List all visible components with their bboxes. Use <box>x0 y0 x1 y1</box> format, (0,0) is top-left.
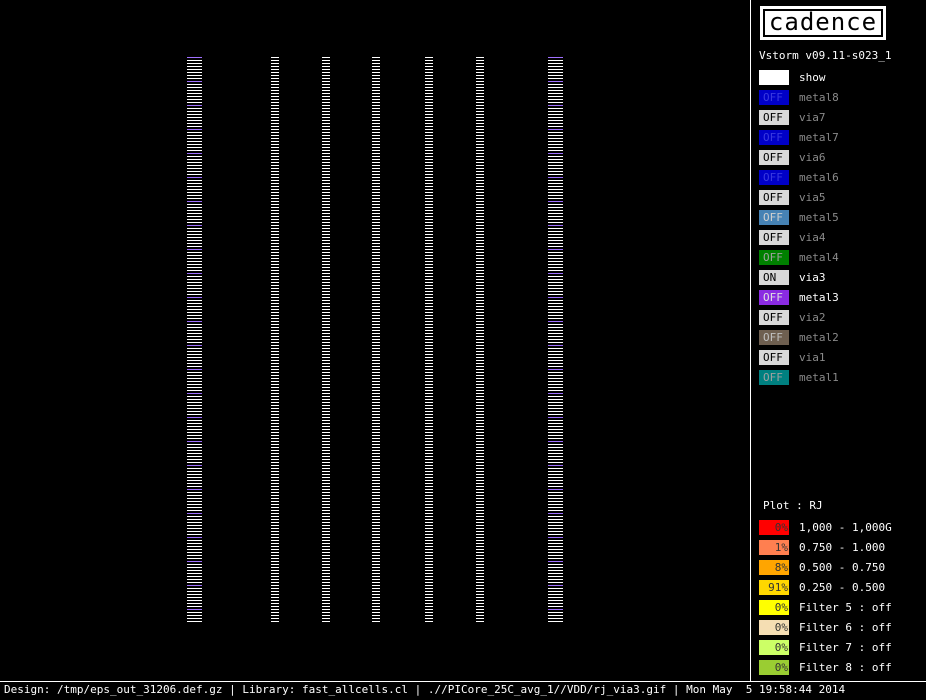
layer-swatch[interactable] <box>759 330 789 345</box>
status-bar: Design: /tmp/eps_out_31206.def.gz | Libr… <box>4 683 845 696</box>
layer-swatch[interactable] <box>759 290 789 305</box>
layer-name: metal1 <box>799 371 839 384</box>
layer-swatch[interactable] <box>759 90 789 105</box>
legend-swatch <box>759 660 789 675</box>
layer-state[interactable]: OFF <box>763 331 783 344</box>
layer-name: via6 <box>799 151 826 164</box>
legend-swatch <box>759 600 789 615</box>
layer-swatch[interactable] <box>759 190 789 205</box>
layer-state[interactable]: OFF <box>763 191 783 204</box>
layer-name: metal8 <box>799 91 839 104</box>
plot-legend: 0% 1,000 - 1,000G 1% 0.750 - 1.000 8% 0.500 -… <box>759 520 892 675</box>
layer-swatch[interactable] <box>759 210 789 225</box>
layer-state[interactable]: OFF <box>763 371 783 384</box>
stripe-column <box>271 56 279 624</box>
legend-label: Filter 7 : off <box>799 641 892 654</box>
legend-percent: 0% <box>775 621 789 634</box>
stripe-highlight <box>548 56 563 624</box>
legend-swatch <box>759 640 789 655</box>
legend-label: Filter 6 : off <box>799 621 892 634</box>
layer-name: metal7 <box>799 131 839 144</box>
legend-percent: 0% <box>775 641 789 654</box>
layer-list: show OFF metal8 OFF via7 OFF metal7 OFF via6 OFF m… <box>759 70 839 385</box>
layer-name: metal4 <box>799 251 839 264</box>
stripe-highlight <box>187 56 202 624</box>
legend-percent: 0% <box>775 521 789 534</box>
layer-name: show <box>799 71 826 84</box>
legend-label: Filter 8 : off <box>799 661 892 674</box>
layer-state[interactable]: OFF <box>763 151 783 164</box>
legend-label: 1,000 - 1,000G <box>799 521 892 534</box>
plot-area <box>187 56 563 624</box>
layer-swatch[interactable] <box>759 270 789 285</box>
legend-label: 0.500 - 0.750 <box>799 561 885 574</box>
plot-title: Plot : RJ <box>763 499 823 512</box>
stripe-column <box>372 56 380 624</box>
layer-swatch[interactable] <box>759 370 789 385</box>
layer-name: via2 <box>799 311 826 324</box>
layer-swatch[interactable] <box>759 150 789 165</box>
legend-percent: 8% <box>775 561 789 574</box>
layer-state[interactable]: OFF <box>763 351 783 364</box>
legend-swatch <box>759 620 789 635</box>
legend-percent: 91% <box>768 581 788 594</box>
stripe-column <box>322 56 330 624</box>
layer-swatch[interactable] <box>759 230 789 245</box>
logo: cadence <box>769 8 877 36</box>
layer-state[interactable]: OFF <box>763 311 783 324</box>
stripe-column <box>476 56 484 624</box>
layer-state[interactable]: OFF <box>763 111 783 124</box>
layer-state[interactable]: ON <box>763 271 776 284</box>
legend-label: 0.250 - 0.500 <box>799 581 885 594</box>
layer-swatch[interactable] <box>759 350 789 365</box>
layer-swatch[interactable] <box>759 250 789 265</box>
legend-percent: 1% <box>775 541 789 554</box>
version: Vstorm v09.11-s023_1 <box>759 49 891 62</box>
layer-state[interactable]: OFF <box>763 131 783 144</box>
layer-name: via5 <box>799 191 826 204</box>
legend-swatch <box>759 560 789 575</box>
layer-state[interactable]: OFF <box>763 91 783 104</box>
legend-swatch <box>759 580 789 595</box>
layer-name: metal3 <box>799 291 839 304</box>
layer-swatch[interactable] <box>759 170 789 185</box>
logo-border <box>763 9 883 37</box>
layer-name: metal2 <box>799 331 839 344</box>
layer-name: via7 <box>799 111 826 124</box>
layer-state[interactable]: OFF <box>763 211 783 224</box>
legend-percent: 0% <box>775 601 789 614</box>
layer-state[interactable]: OFF <box>763 291 783 304</box>
layer-name: via1 <box>799 351 826 364</box>
legend-swatch <box>759 520 789 535</box>
legend-swatch <box>759 540 789 555</box>
legend-label: 0.750 - 1.000 <box>799 541 885 554</box>
layer-name: via4 <box>799 231 826 244</box>
stripe-column <box>425 56 433 624</box>
layer-swatch[interactable] <box>759 70 789 85</box>
layer-swatch[interactable] <box>759 130 789 145</box>
layer-swatch[interactable] <box>759 310 789 325</box>
legend-percent: 0% <box>775 661 789 674</box>
legend-label: Filter 5 : off <box>799 601 892 614</box>
layer-swatch[interactable] <box>759 110 789 125</box>
layer-name: metal6 <box>799 171 839 184</box>
logo-box <box>760 6 886 40</box>
layer-name: via3 <box>799 271 826 284</box>
layer-name: metal5 <box>799 211 839 224</box>
layer-state[interactable]: OFF <box>763 251 783 264</box>
layer-state[interactable]: OFF <box>763 171 783 184</box>
layer-state[interactable]: OFF <box>763 231 783 244</box>
